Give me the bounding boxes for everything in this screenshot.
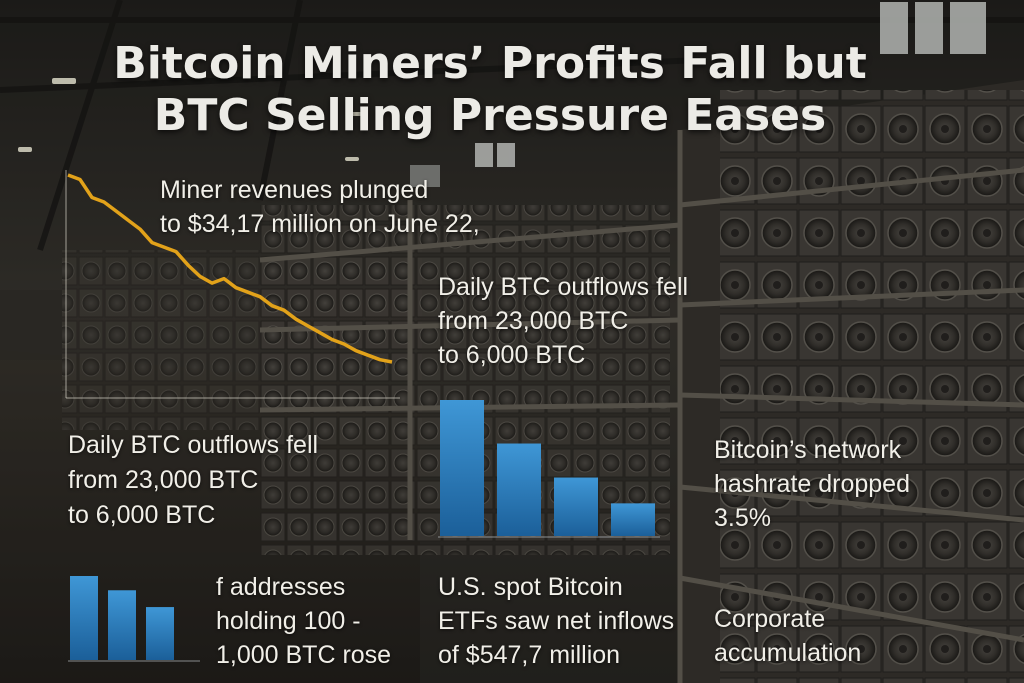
outflows-callout-left: Daily BTC outflows fell from 23,000 BTC … bbox=[68, 428, 318, 533]
outflows-top-line-1: Daily BTC outflows fell bbox=[438, 273, 689, 301]
addresses-bar-3 bbox=[146, 607, 174, 660]
revenue-line-1: Miner revenues plunged bbox=[160, 176, 429, 204]
revenue-callout: Miner revenues plunged to $34,17 million… bbox=[160, 173, 480, 241]
etf-line-1: U.S. spot Bitcoin bbox=[438, 573, 623, 601]
addresses-bar-chart bbox=[68, 576, 200, 662]
outflows-bar-4 bbox=[611, 503, 655, 536]
etf-line-2: ETFs saw net inflows bbox=[438, 607, 675, 635]
outflows-top-line-3: to 6,000 BTC bbox=[438, 341, 586, 369]
hashrate-callout: Bitcoin’s network hashrate dropped 3.5% bbox=[714, 433, 910, 535]
outflows-bar-3 bbox=[554, 477, 598, 536]
outflows-callout-top: Daily BTC outflows fell from 23,000 BTC … bbox=[438, 270, 688, 372]
outflows-top-line-2: from 23,000 BTC bbox=[438, 307, 629, 335]
addresses-bar-1 bbox=[70, 576, 98, 660]
hashrate-line-2: hashrate dropped bbox=[714, 470, 910, 498]
hashrate-line-3: 3.5% bbox=[714, 504, 771, 532]
outflows-bar-chart bbox=[438, 400, 660, 538]
etf-callout: U.S. spot Bitcoin ETFs saw net inflows o… bbox=[438, 570, 674, 672]
addresses-callout: f addresses holding 100 - 1,000 BTC rose bbox=[216, 570, 391, 672]
outflows-left-line-3: to 6,000 BTC bbox=[68, 501, 216, 529]
revenue-line bbox=[67, 173, 393, 364]
outflows-bar-2 bbox=[497, 443, 541, 536]
title-line-1: Bitcoin Miners’ Profits Fall but bbox=[113, 38, 867, 89]
addresses-line-2: holding 100 - bbox=[216, 607, 361, 635]
page-title: Bitcoin Miners’ Profits Fall but BTC Sel… bbox=[0, 38, 980, 142]
addresses-line-1: f addresses bbox=[216, 573, 346, 601]
corporate-callout: Corporate accumulation bbox=[714, 602, 861, 670]
outflows-left-line-1: Daily BTC outflows fell bbox=[68, 431, 319, 459]
etf-line-3: of $547,7 million bbox=[438, 641, 621, 669]
corporate-line-2: accumulation bbox=[714, 639, 862, 667]
revenue-line-2: to $34,17 million on June 22, bbox=[160, 210, 480, 238]
addresses-bar-2 bbox=[108, 590, 136, 660]
outflows-left-line-2: from 23,000 BTC bbox=[68, 466, 259, 494]
revenue-line-chart bbox=[65, 170, 400, 399]
hashrate-line-1: Bitcoin’s network bbox=[714, 436, 902, 464]
addresses-line-3: 1,000 BTC rose bbox=[216, 641, 392, 669]
corporate-line-1: Corporate bbox=[714, 605, 826, 633]
outflows-bar-1 bbox=[440, 400, 484, 536]
title-line-2: BTC Selling Pressure Eases bbox=[153, 90, 827, 141]
